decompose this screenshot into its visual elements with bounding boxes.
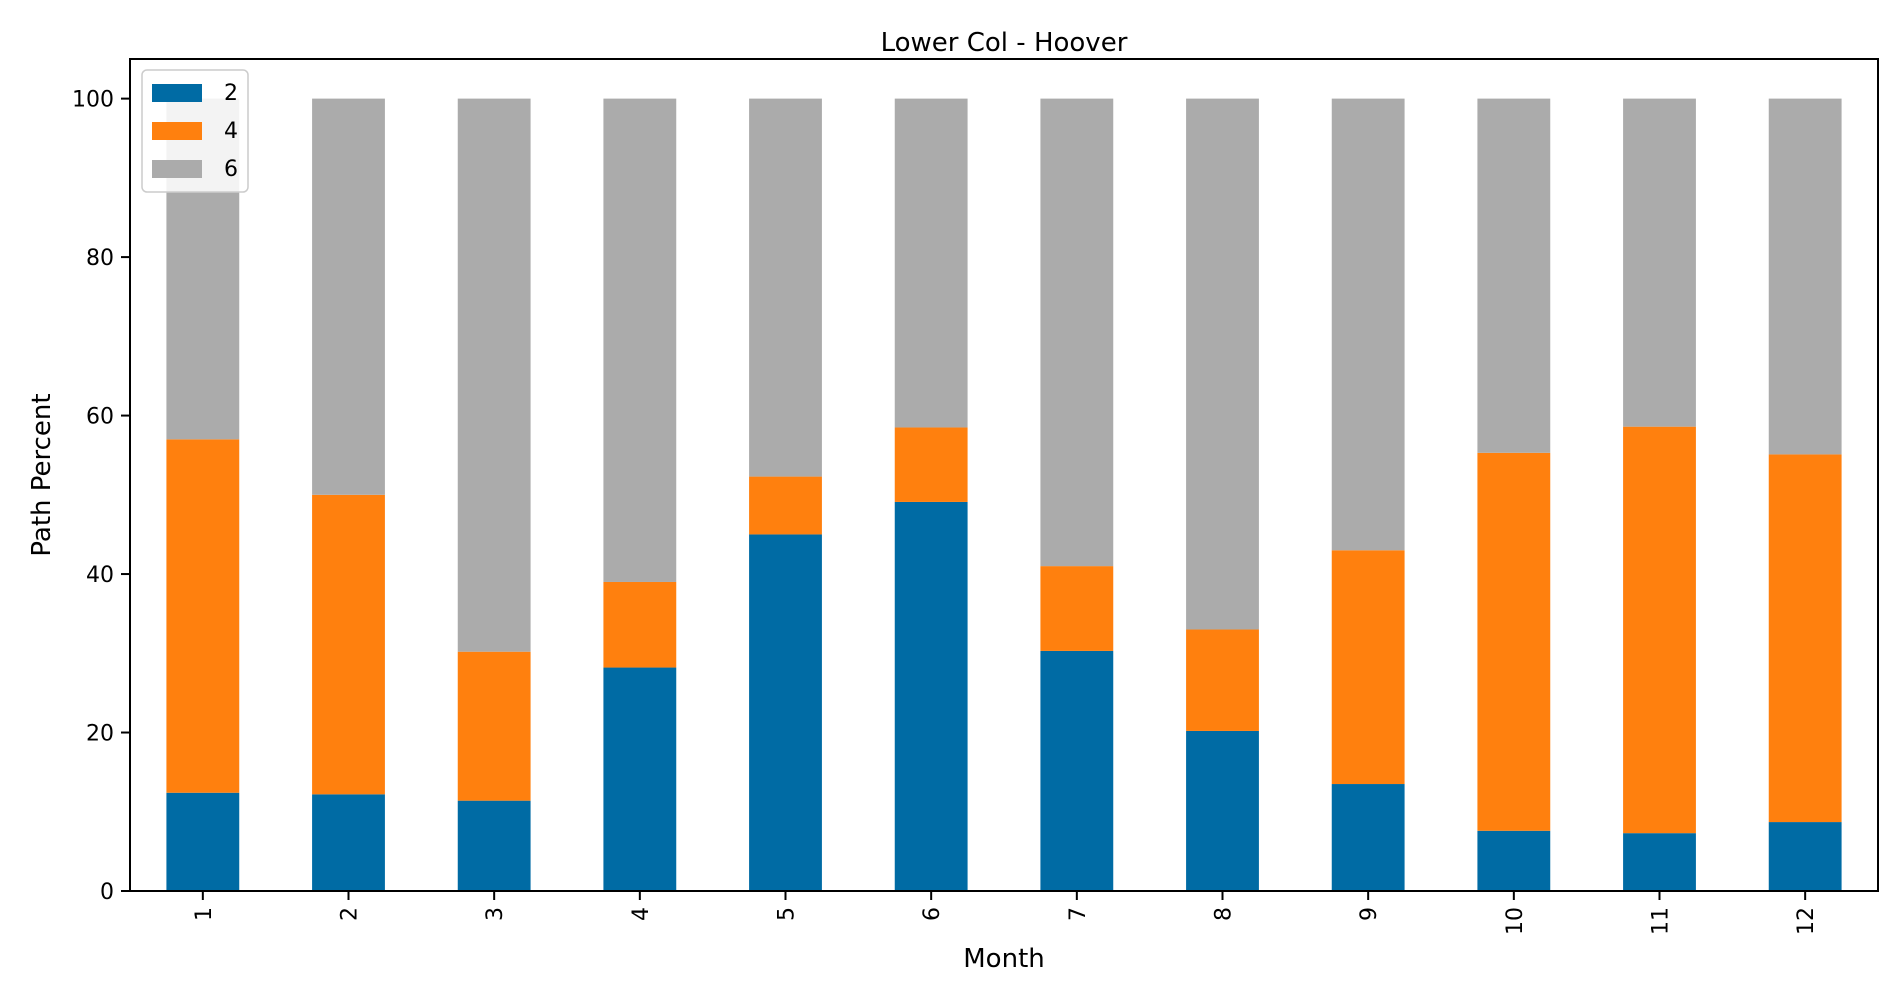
- x-tick-label: 1: [192, 907, 217, 921]
- x-tick-label: 5: [775, 907, 800, 921]
- legend: 2 4 6: [141, 69, 249, 193]
- legend-label-2: 2: [224, 81, 238, 106]
- bar-series-4-month-4: [603, 581, 677, 668]
- legend-label-6: 6: [224, 157, 238, 182]
- bar-series-6-month-9: [1331, 98, 1405, 551]
- y-tick-label: 40: [86, 563, 114, 588]
- y-axis-label: Path Percent: [27, 393, 57, 556]
- x-tick-label: 10: [1503, 907, 1528, 935]
- plot-frame: [129, 58, 1879, 892]
- x-tick-label: 12: [1794, 907, 1819, 935]
- bar-series-6-month-2: [312, 98, 385, 495]
- legend-swatch-2: [152, 84, 202, 102]
- bar-series-2-month-3: [457, 800, 531, 891]
- y-tick-label: 80: [86, 246, 114, 271]
- bar-series-6-month-12: [1768, 98, 1842, 455]
- bar-series-6-month-10: [1477, 98, 1551, 453]
- bar-series-4-month-8: [1186, 629, 1259, 731]
- bar-series-6-month-4: [603, 98, 677, 582]
- bar-series-2-month-9: [1331, 784, 1405, 891]
- bar-series-4-month-2: [312, 494, 385, 795]
- bar-series-4-month-10: [1477, 452, 1551, 831]
- bar-series-2-month-5: [749, 534, 822, 891]
- legend-swatch-6: [152, 160, 202, 178]
- x-axis-label: Month: [963, 944, 1045, 974]
- bar-series-4-month-12: [1768, 454, 1842, 823]
- bar-series-2-month-2: [312, 794, 385, 891]
- bar-series-4-month-6: [894, 427, 968, 502]
- bars-layer: [166, 98, 1842, 891]
- x-tick-label: 2: [338, 907, 363, 921]
- legend-label-4: 4: [224, 119, 238, 144]
- bar-series-6-month-8: [1186, 98, 1259, 630]
- y-tick-label: 100: [72, 88, 114, 113]
- bar-series-6-month-5: [749, 98, 822, 477]
- x-tick-label: 3: [483, 907, 508, 921]
- bar-series-2-month-8: [1186, 730, 1259, 891]
- bar-series-6-month-11: [1623, 98, 1696, 427]
- bar-series-4-month-5: [749, 476, 822, 535]
- y-tick-label: 60: [86, 405, 114, 430]
- x-tick-label: 6: [920, 907, 945, 921]
- bar-series-4-month-7: [1040, 566, 1114, 651]
- bar-series-6-month-3: [457, 98, 531, 652]
- bar-series-2-month-7: [1040, 650, 1114, 891]
- y-tick-label: 0: [100, 880, 114, 905]
- y-axis: 0 20 40 60 80 100: [72, 88, 130, 905]
- chart-title: Lower Col - Hoover: [881, 28, 1128, 58]
- legend-swatch-4: [152, 122, 202, 140]
- bar-series-4-month-3: [457, 651, 531, 801]
- bar-series-2-month-1: [166, 792, 240, 891]
- x-tick-label: 8: [1212, 907, 1237, 921]
- x-tick-label: 7: [1066, 907, 1091, 921]
- y-tick-label: 20: [86, 722, 114, 747]
- bar-series-2-month-12: [1768, 822, 1842, 891]
- bar-series-2-month-6: [894, 501, 968, 891]
- bar-series-2-month-4: [603, 667, 677, 891]
- x-axis: 1 2 3 4 5 6 7 8 9 10 11 12: [192, 891, 1819, 935]
- bar-series-2-month-10: [1477, 830, 1551, 891]
- x-tick-label: 9: [1357, 907, 1382, 921]
- bar-series-6-month-6: [894, 98, 968, 428]
- bar-series-6-month-7: [1040, 98, 1114, 567]
- bar-series-4-month-1: [166, 439, 240, 793]
- bar-series-2-month-11: [1623, 833, 1696, 891]
- x-tick-label: 4: [629, 907, 654, 921]
- bar-series-4-month-9: [1331, 550, 1405, 785]
- bar-series-4-month-11: [1623, 426, 1696, 834]
- x-tick-label: 11: [1649, 907, 1674, 935]
